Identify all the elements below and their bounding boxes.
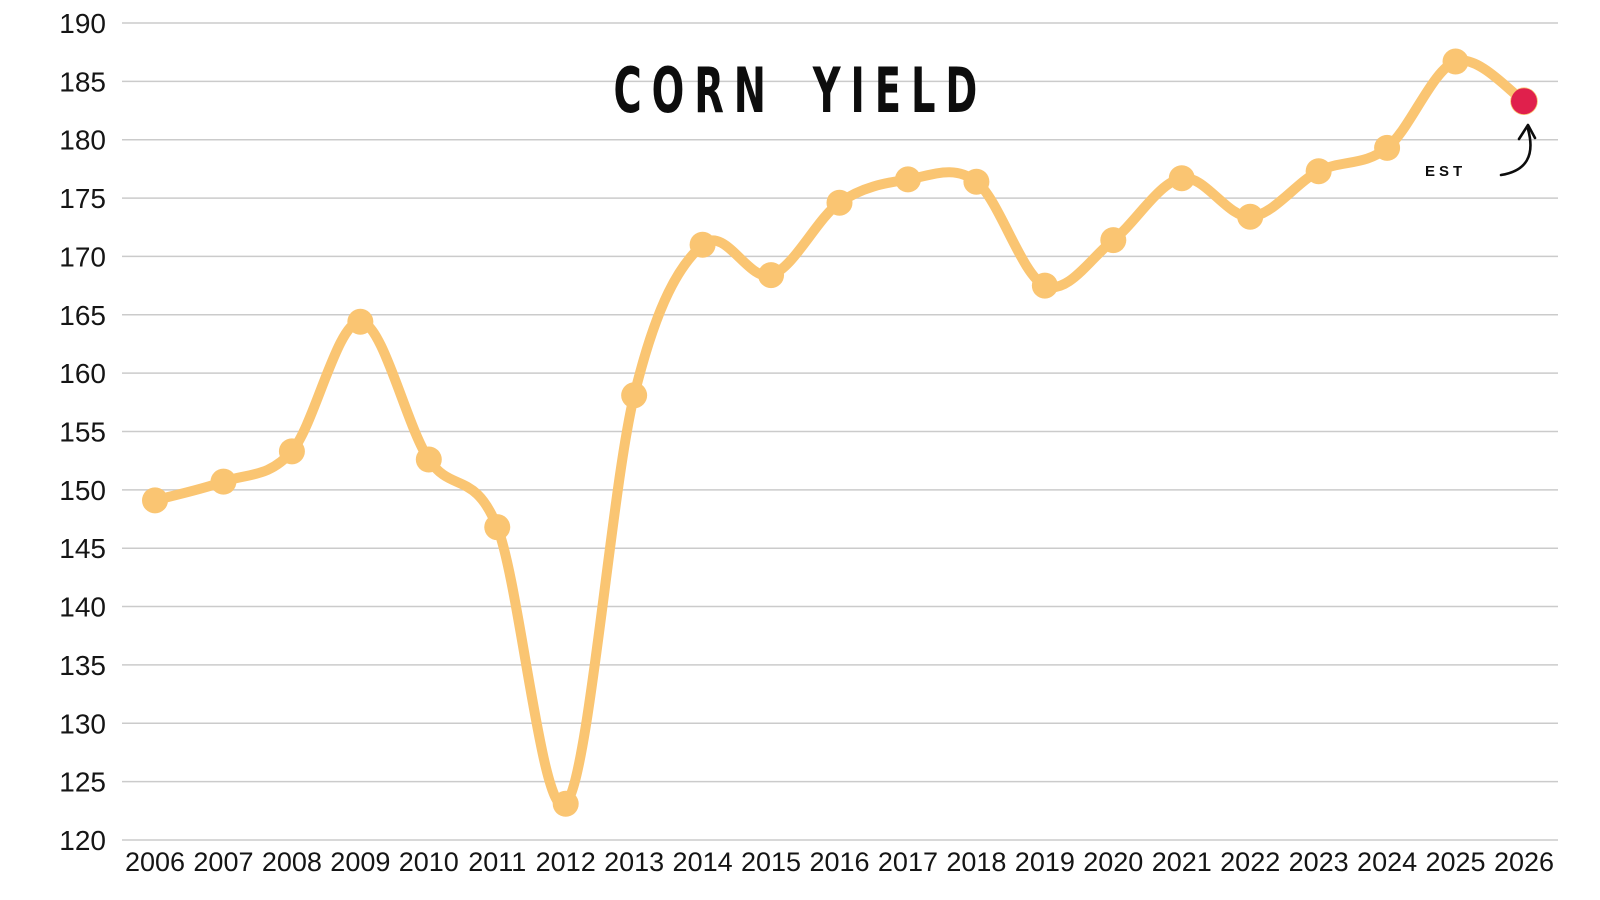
est-annotation-label: EST xyxy=(1425,163,1467,180)
data-point xyxy=(963,168,990,195)
data-point xyxy=(347,308,374,335)
y-axis-label: 160 xyxy=(59,358,106,389)
data-point xyxy=(1031,272,1058,299)
x-axis-label: 2009 xyxy=(330,847,390,877)
x-axis-label: 2019 xyxy=(1015,847,1075,877)
est-data-point xyxy=(1511,88,1537,115)
x-axis-label: 2016 xyxy=(809,847,869,877)
y-axis-label: 150 xyxy=(59,475,106,506)
data-point xyxy=(621,382,648,409)
y-axis-label: 135 xyxy=(59,650,106,681)
x-axis-label: 2018 xyxy=(946,847,1006,877)
data-point xyxy=(1374,134,1401,161)
est-arrow-icon xyxy=(1499,123,1537,177)
x-axis-label: 2023 xyxy=(1289,847,1349,877)
y-axis-label: 155 xyxy=(59,416,106,447)
x-axis-label: 2026 xyxy=(1494,847,1554,877)
x-axis-label: 2021 xyxy=(1152,847,1212,877)
y-axis-label: 165 xyxy=(59,300,106,331)
y-axis-label: 175 xyxy=(59,183,106,214)
data-point xyxy=(142,487,168,514)
data-point xyxy=(1237,203,1264,230)
gridlines-group xyxy=(122,22,1558,841)
y-axis-label: 185 xyxy=(59,66,106,97)
y-axis-label: 125 xyxy=(59,767,106,798)
data-point xyxy=(552,790,579,817)
y-axis-label: 180 xyxy=(59,125,106,156)
x-axis-label: 2006 xyxy=(125,847,185,877)
x-axis-label: 2014 xyxy=(673,847,733,877)
data-point xyxy=(1100,227,1127,254)
x-axis-label: 2010 xyxy=(399,847,459,877)
x-axis-labels-group: 2006 2007 2008 2009 2010 2011 2012 2013 2014 2015… xyxy=(125,847,1554,877)
data-point xyxy=(894,166,921,193)
data-point xyxy=(1442,48,1469,75)
data-point xyxy=(689,231,716,258)
x-axis-label: 2012 xyxy=(536,847,596,877)
x-axis-label: 2024 xyxy=(1357,847,1417,877)
data-point xyxy=(1305,158,1332,185)
data-point xyxy=(484,514,511,541)
x-axis-label: 2025 xyxy=(1426,847,1486,877)
x-axis-label: 2017 xyxy=(878,847,938,877)
x-axis-label: 2020 xyxy=(1083,847,1143,877)
data-points-group xyxy=(142,48,1538,817)
x-axis-label: 2022 xyxy=(1220,847,1280,877)
data-point xyxy=(415,446,442,473)
x-axis-label: 2011 xyxy=(468,847,526,877)
y-axis-label: 145 xyxy=(59,533,106,564)
data-point xyxy=(1168,165,1195,192)
x-axis-label: 2015 xyxy=(741,847,801,877)
data-point xyxy=(278,438,305,465)
x-axis-label: 2013 xyxy=(604,847,664,877)
data-point xyxy=(210,468,237,495)
data-point xyxy=(758,262,785,289)
y-axis-label: 120 xyxy=(59,825,106,856)
y-axis-labels-group: 120 125 130 135 140 145 150 155 160 165 170 175 180 1… xyxy=(59,8,106,856)
y-axis-label: 130 xyxy=(59,708,106,739)
y-axis-label: 170 xyxy=(59,241,106,272)
data-point xyxy=(826,189,853,216)
y-axis-label: 190 xyxy=(59,8,106,39)
x-axis-label: 2008 xyxy=(262,847,322,877)
y-axis-label: 140 xyxy=(59,592,106,623)
x-axis-label: 2007 xyxy=(193,847,253,877)
